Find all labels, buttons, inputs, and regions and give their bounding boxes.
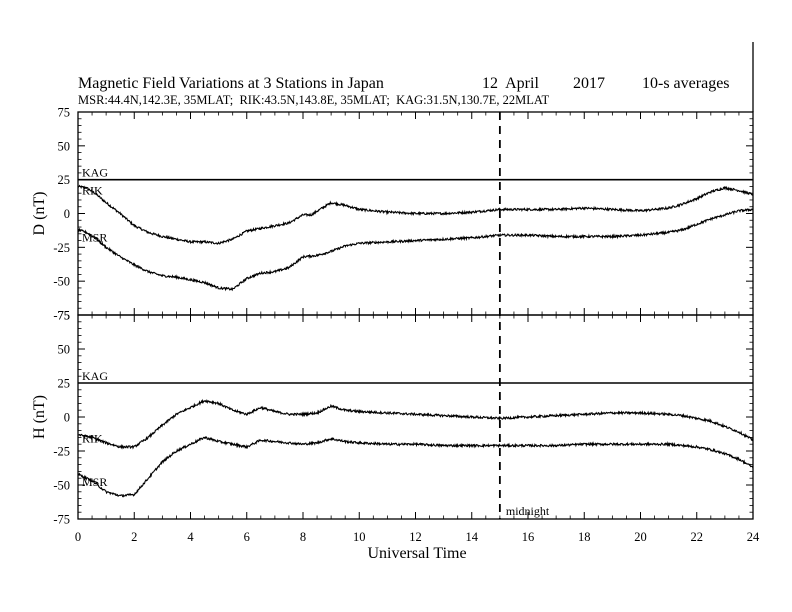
y-tick-label: -25 bbox=[53, 241, 70, 255]
plot-area: 75 50 25 0 -25 -50 -75 D (nT) KAG RIK MSR 75 50 25 0 -2… bbox=[31, 42, 760, 544]
x-tick-label: 12 bbox=[409, 530, 422, 544]
series-line-rik-1 bbox=[77, 184, 754, 245]
x-tick-label: 4 bbox=[187, 530, 194, 544]
chart-title: Magnetic Field Variations at 3 Stations … bbox=[78, 75, 384, 92]
x-tick-label: 16 bbox=[522, 530, 535, 544]
series-label-msr-2: MSR bbox=[82, 475, 107, 489]
x-tick-label: 18 bbox=[578, 530, 591, 544]
y-tick-label: -25 bbox=[53, 445, 70, 459]
x-tick-label: 6 bbox=[244, 530, 250, 544]
series-label-rik-1: RIK bbox=[82, 183, 103, 197]
y-axis-label-2: H (nT) bbox=[31, 395, 48, 439]
x-tick-label: 10 bbox=[353, 530, 366, 544]
x-tick-label: 20 bbox=[634, 530, 647, 544]
chart-year: 2017 bbox=[573, 75, 605, 92]
x-tick-label: 14 bbox=[466, 530, 479, 544]
x-tick-label: 8 bbox=[300, 530, 306, 544]
x-axis-label: Universal Time bbox=[367, 545, 466, 562]
y-tick-label: 25 bbox=[58, 377, 71, 391]
chart-averaging: 10-s averages bbox=[642, 75, 730, 92]
y-tick-label: -75 bbox=[53, 513, 70, 527]
y-tick-label: 75 bbox=[58, 106, 71, 120]
midnight-marker-label: midnight bbox=[506, 504, 550, 518]
series-line-rik-2 bbox=[78, 398, 754, 450]
y-tick-label: 0 bbox=[64, 207, 70, 221]
series-label-rik-2: RIK bbox=[82, 432, 103, 446]
y-tick-label: -50 bbox=[53, 479, 70, 493]
y-axis-label-1: D (nT) bbox=[31, 192, 48, 236]
x-tick-label: 0 bbox=[75, 530, 81, 544]
y-tick-label: -50 bbox=[53, 275, 70, 289]
x-tick-label: 2 bbox=[131, 530, 137, 544]
chart-subtitle: MSR:44.4N,142.3E, 35MLAT; RIK:43.5N,143.… bbox=[78, 93, 550, 107]
chart-date: 12 April bbox=[482, 75, 539, 92]
x-tick-label: 24 bbox=[747, 530, 760, 544]
x-tick-label: 22 bbox=[691, 530, 704, 544]
y-tick-label: -75 bbox=[53, 309, 70, 323]
panel-frame-2 bbox=[77, 314, 754, 520]
y-tick-label: 25 bbox=[58, 173, 71, 187]
y-tick-label: 75 bbox=[58, 309, 71, 323]
y-tick-label: 0 bbox=[64, 411, 70, 425]
y-tick-label: 50 bbox=[58, 343, 71, 357]
series-label-kag-2: KAG bbox=[82, 369, 108, 383]
series-label-kag-1: KAG bbox=[82, 166, 108, 180]
series-line-msr-1 bbox=[77, 208, 754, 292]
y-tick-label: 50 bbox=[58, 139, 71, 153]
series-line-msr-2 bbox=[77, 436, 754, 498]
series-label-msr-1: MSR bbox=[82, 231, 107, 245]
